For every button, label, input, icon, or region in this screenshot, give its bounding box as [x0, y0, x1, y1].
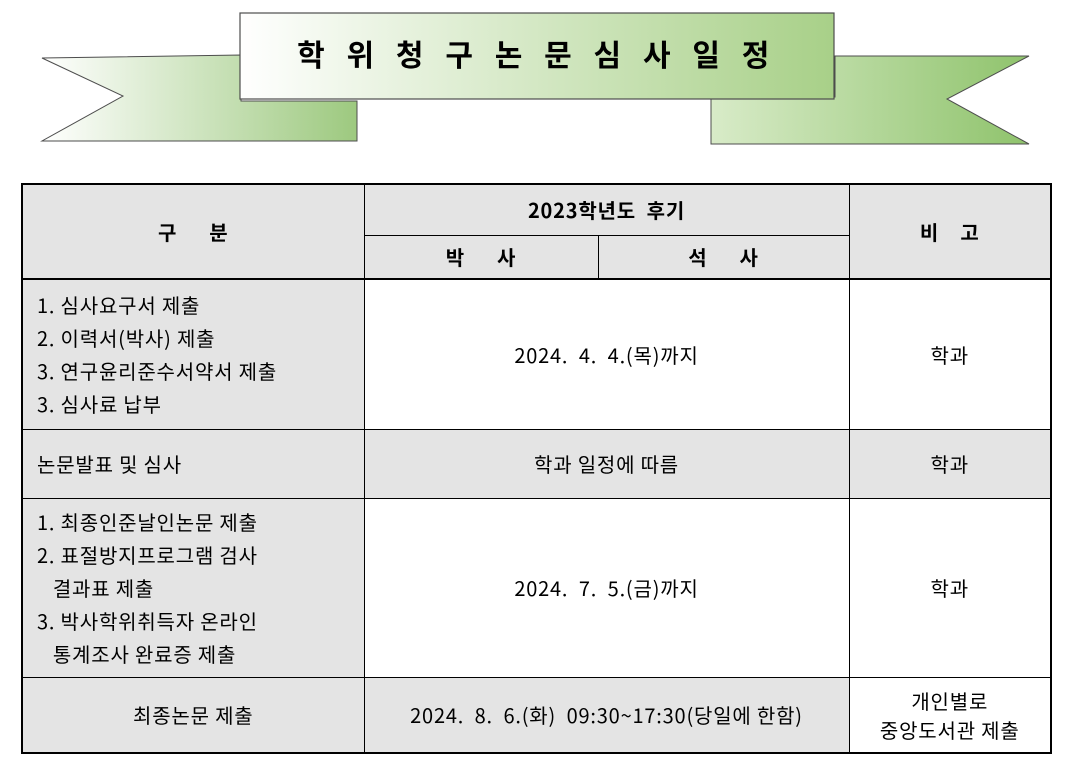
svg-text:학 위 청 구 논 문 심 사 일 정: 학 위 청 구 논 문 심 사 일 정 [297, 31, 777, 75]
